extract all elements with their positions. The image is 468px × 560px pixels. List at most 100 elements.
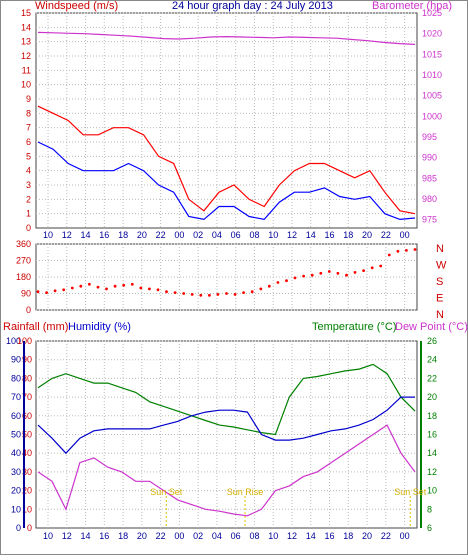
wind-x-tick-label: 16 (99, 230, 109, 240)
rainfall-tick-label: 30 (11, 467, 21, 477)
barometer-tick-label: 1025 (422, 8, 442, 18)
gust-line (37, 105, 416, 215)
barometer-tick-label: 1005 (422, 91, 442, 101)
windspeed-tick-label: 8 (26, 108, 31, 118)
temperature-axis-label: Temperature (°C) (312, 321, 396, 333)
wind-direction-point (353, 271, 357, 274)
wind-direction-point (216, 293, 220, 296)
wind-x-tick-label: 04 (212, 230, 222, 240)
direction-tick-label: 0 (26, 305, 31, 315)
windspeed-tick-label: 6 (26, 137, 31, 147)
wind-direction-point (190, 293, 194, 296)
humidity-axis-label: Humidity (%) (68, 321, 131, 333)
wind-x-tick-label: 12 (287, 230, 297, 240)
barometer-line (37, 31, 416, 45)
rainfall-tick-label: 20 (11, 486, 21, 496)
rainfall-tick-label: 50 (11, 430, 21, 440)
wind-x-tick-label: 00 (174, 230, 184, 240)
wind-x-tick-label: 14 (81, 230, 91, 240)
barometer-tick-label: 1015 (422, 49, 442, 59)
barometer-tick-label: 985 (422, 173, 437, 183)
wind-x-tick-label: 18 (118, 230, 128, 240)
barometer-tick-label: 980 (422, 194, 437, 204)
wind-direction-point (53, 289, 57, 293)
rainfall-tick-label: 0 (16, 523, 21, 533)
wind-direction-point (387, 253, 391, 257)
wind-direction-point (173, 291, 177, 294)
rainfall-tick-label: 60 (11, 411, 21, 421)
wind-x-tick-label: 14 (306, 230, 316, 240)
temp-x-tick-label: 18 (118, 531, 128, 541)
temp-x-tick-label: 16 (99, 531, 109, 541)
wind-direction-point (242, 291, 246, 294)
humidity-line (37, 396, 415, 455)
windspeed-tick-label: 4 (26, 166, 31, 176)
wind-direction-point (267, 284, 271, 288)
compass-letter: N (436, 309, 444, 321)
temp-x-tick-label: 10 (268, 531, 278, 541)
temp-x-tick-label: 14 (306, 531, 316, 541)
sun-marker-label: Sun Rise (227, 487, 264, 497)
wind-direction-point (310, 273, 314, 277)
temp-x-tick-label: 08 (249, 531, 259, 541)
wind-direction-point (225, 292, 228, 295)
wind-direction-point (370, 266, 374, 270)
wind-plot-frame (35, 12, 418, 229)
wind-direction-point (413, 248, 417, 251)
wind-direction-point (405, 249, 408, 252)
wind-direction-point (302, 274, 305, 278)
temp-x-tick-label: 12 (62, 531, 72, 541)
temperature-tick-label: 22 (427, 373, 437, 383)
barometer-tick-label: 1000 (422, 111, 442, 121)
rainfall-axis-label: Rainfall (mm) (3, 321, 68, 333)
windspeed-tick-label: 10 (21, 80, 31, 90)
compass-letter: S (436, 276, 443, 288)
compass-letter: E (436, 293, 443, 305)
wind-direction-point (276, 281, 280, 284)
wind-direction-point (319, 271, 323, 275)
humidity-tick-label: 20 (22, 486, 32, 496)
humidity-tick-label: 80 (22, 373, 32, 383)
barometer-tick-label: 975 (422, 215, 437, 225)
wind-direction-point (293, 276, 297, 280)
wind-direction-point (396, 249, 400, 253)
barometer-tick-label: 1020 (422, 29, 442, 39)
wind-direction-point (113, 284, 117, 288)
wind-direction-point (285, 279, 288, 283)
windspeed-tick-label: 14 (21, 22, 31, 32)
direction-tick-label: 270 (16, 256, 31, 266)
humidity-tick-label: 70 (22, 392, 32, 402)
windspeed-axis-label: Windspeed (m/s) (35, 0, 118, 12)
barometer-tick-label: 995 (422, 132, 437, 142)
windspeed-tick-label: 2 (26, 194, 31, 204)
temp-x-tick-label: 14 (81, 531, 91, 541)
wind-direction-point (130, 282, 134, 286)
windspeed-tick-label: 11 (22, 65, 31, 75)
rainfall-tick-label: 90 (11, 355, 21, 365)
windspeed-tick-label: 5 (26, 151, 31, 161)
wind-direction-point (182, 292, 186, 295)
wind-direction-point (79, 284, 83, 288)
temp-x-tick-label: 06 (231, 531, 241, 541)
temp-x-tick-label: 20 (137, 531, 147, 541)
plot-layer: 10 12 14 16 18 20 22 00 02 04 06 08 10 12 14 16 18 20 22 00… (6, 8, 442, 541)
temperature-tick-label: 12 (427, 467, 437, 477)
wind-x-tick-label: 06 (231, 230, 241, 240)
wind-x-tick-label: 18 (343, 230, 353, 240)
dewpoint-line (37, 424, 416, 517)
windspeed-tick-label: 13 (21, 37, 31, 47)
humidity-tick-label: 60 (22, 411, 32, 421)
windspeed-tick-label: 0 (26, 223, 31, 233)
temperature-tick-label: 16 (427, 430, 437, 440)
temperature-tick-label: 26 (427, 336, 437, 346)
temperature-tick-label: 20 (427, 392, 437, 402)
temp-x-tick-label: 02 (193, 531, 203, 541)
temp-x-tick-label: 04 (212, 531, 222, 541)
wind-x-tick-label: 02 (193, 230, 203, 240)
rainfall-tick-label: 40 (11, 448, 21, 458)
compass-letter: N (436, 243, 444, 255)
wind-direction-point (233, 293, 237, 296)
wind-direction-point (259, 287, 263, 291)
